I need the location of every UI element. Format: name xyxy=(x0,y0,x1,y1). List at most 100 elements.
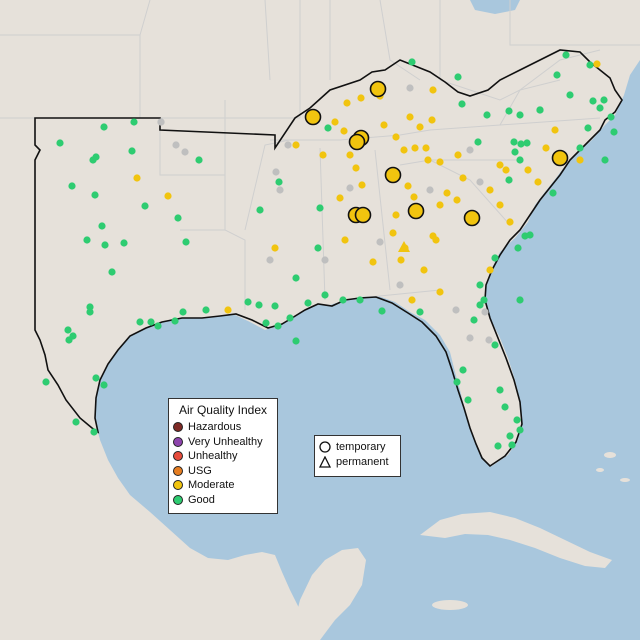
monitor-marker-temporary[interactable] xyxy=(384,166,402,184)
monitor-marker[interactable] xyxy=(195,156,203,164)
monitor-marker[interactable] xyxy=(517,140,525,148)
monitor-marker[interactable] xyxy=(321,256,329,264)
monitor-marker[interactable] xyxy=(272,168,280,176)
monitor-marker[interactable] xyxy=(276,186,284,194)
monitor-marker[interactable] xyxy=(133,174,141,182)
monitor-marker[interactable] xyxy=(352,164,360,172)
monitor-marker[interactable] xyxy=(90,428,98,436)
monitor-marker[interactable] xyxy=(286,314,294,322)
monitor-marker[interactable] xyxy=(56,139,64,147)
monitor-marker[interactable] xyxy=(436,201,444,209)
monitor-marker[interactable] xyxy=(68,182,76,190)
monitor-marker[interactable] xyxy=(432,236,440,244)
monitor-marker[interactable] xyxy=(481,308,489,316)
monitor-marker[interactable] xyxy=(202,306,210,314)
monitor-marker[interactable] xyxy=(476,301,484,309)
monitor-marker[interactable] xyxy=(224,306,232,314)
monitor-marker[interactable] xyxy=(506,432,514,440)
monitor-marker[interactable] xyxy=(513,416,521,424)
monitor-marker[interactable] xyxy=(553,71,561,79)
monitor-marker[interactable] xyxy=(422,144,430,152)
monitor-marker[interactable] xyxy=(346,151,354,159)
monitor-marker[interactable] xyxy=(496,201,504,209)
monitor-marker-permanent[interactable] xyxy=(398,241,410,252)
monitor-marker[interactable] xyxy=(128,147,136,155)
monitor-marker[interactable] xyxy=(453,196,461,204)
monitor-marker[interactable] xyxy=(416,123,424,131)
monitor-marker[interactable] xyxy=(516,426,524,434)
monitor-marker[interactable] xyxy=(453,378,461,386)
monitor-marker[interactable] xyxy=(505,176,513,184)
monitor-marker[interactable] xyxy=(426,186,434,194)
monitor-marker[interactable] xyxy=(64,326,72,334)
monitor-marker[interactable] xyxy=(292,141,300,149)
monitor-marker[interactable] xyxy=(483,111,491,119)
monitor-marker[interactable] xyxy=(511,148,519,156)
monitor-marker[interactable] xyxy=(505,107,513,115)
monitor-marker[interactable] xyxy=(100,123,108,131)
monitor-marker-temporary[interactable] xyxy=(463,209,481,227)
monitor-marker[interactable] xyxy=(356,296,364,304)
monitor-marker[interactable] xyxy=(566,91,574,99)
monitor-marker[interactable] xyxy=(339,296,347,304)
monitor-marker[interactable] xyxy=(589,97,597,105)
monitor-marker[interactable] xyxy=(98,222,106,230)
monitor-marker[interactable] xyxy=(316,204,324,212)
monitor-marker-temporary[interactable] xyxy=(551,149,569,167)
monitor-marker[interactable] xyxy=(474,138,482,146)
monitor-marker[interactable] xyxy=(174,214,182,222)
monitor-marker[interactable] xyxy=(534,178,542,186)
monitor-marker[interactable] xyxy=(358,181,366,189)
monitor-marker[interactable] xyxy=(458,100,466,108)
monitor-marker[interactable] xyxy=(336,194,344,202)
monitor-marker[interactable] xyxy=(65,336,73,344)
monitor-marker[interactable] xyxy=(466,146,474,154)
monitor-marker[interactable] xyxy=(476,281,484,289)
monitor-marker[interactable] xyxy=(292,274,300,282)
monitor-marker[interactable] xyxy=(443,189,451,197)
monitor-marker[interactable] xyxy=(486,186,494,194)
monitor-marker[interactable] xyxy=(502,166,510,174)
monitor-marker[interactable] xyxy=(524,166,532,174)
monitor-marker-temporary[interactable] xyxy=(369,80,387,98)
monitor-marker[interactable] xyxy=(491,254,499,262)
monitor-marker[interactable] xyxy=(600,96,608,104)
monitor-marker[interactable] xyxy=(357,94,365,102)
monitor-marker[interactable] xyxy=(319,151,327,159)
monitor-marker[interactable] xyxy=(601,156,609,164)
monitor-marker[interactable] xyxy=(404,182,412,190)
monitor-marker[interactable] xyxy=(141,202,149,210)
monitor-marker[interactable] xyxy=(376,238,384,246)
monitor-marker[interactable] xyxy=(416,308,424,316)
monitor-marker[interactable] xyxy=(491,341,499,349)
monitor-marker[interactable] xyxy=(182,238,190,246)
monitor-marker[interactable] xyxy=(510,138,518,146)
monitor-marker[interactable] xyxy=(380,121,388,129)
monitor-marker[interactable] xyxy=(179,308,187,316)
monitor-marker[interactable] xyxy=(470,316,478,324)
monitor-marker[interactable] xyxy=(284,141,292,149)
monitor-marker[interactable] xyxy=(314,244,322,252)
monitor-marker[interactable] xyxy=(100,381,108,389)
monitor-marker[interactable] xyxy=(154,322,162,330)
monitor-marker[interactable] xyxy=(496,386,504,394)
monitor-marker[interactable] xyxy=(516,156,524,164)
monitor-marker-temporary[interactable] xyxy=(348,133,366,151)
monitor-marker[interactable] xyxy=(464,396,472,404)
monitor-marker[interactable] xyxy=(266,256,274,264)
monitor-marker[interactable] xyxy=(340,127,348,135)
monitor-marker[interactable] xyxy=(459,366,467,374)
monitor-marker[interactable] xyxy=(576,144,584,152)
monitor-marker[interactable] xyxy=(584,124,592,132)
monitor-marker[interactable] xyxy=(262,319,270,327)
monitor-marker[interactable] xyxy=(501,403,509,411)
monitor-marker[interactable] xyxy=(378,307,386,315)
monitor-marker[interactable] xyxy=(516,111,524,119)
monitor-marker[interactable] xyxy=(454,73,462,81)
monitor-marker-temporary[interactable] xyxy=(354,206,372,224)
monitor-marker[interactable] xyxy=(408,58,416,66)
monitor-marker[interactable] xyxy=(406,113,414,121)
monitor-marker[interactable] xyxy=(429,86,437,94)
monitor-marker[interactable] xyxy=(486,266,494,274)
monitor-marker[interactable] xyxy=(274,322,282,330)
